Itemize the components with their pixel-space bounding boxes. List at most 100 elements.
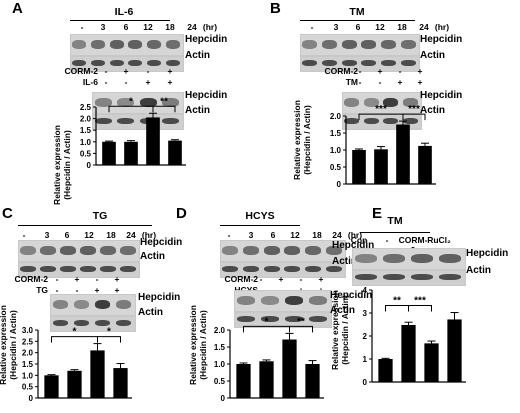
panel-D-time-unit: (hr) [347,230,363,240]
panel-C-bar [113,368,128,398]
panel-C-y-tick-label: 0.5 [22,383,34,392]
panel-B-bar [374,149,388,184]
panel-C-treatment-sign: + [74,274,80,284]
panel-C-blot-2-band [120,265,136,273]
panel-C-significance-bracket [97,336,121,343]
panel-C-blot-3-band [73,299,90,309]
panel-A-blot-4-band [94,117,112,125]
panel-D-bar [259,361,274,398]
panel-C-y-tick-label: 3.0 [22,326,34,335]
panel-B-blot-2-band [361,59,377,67]
panel-B-label: B [270,0,281,17]
panel-A-blot-4-band [139,117,157,125]
panel-B-timepoint: 18 [397,22,407,32]
panel-A-blot-1-band [90,39,106,49]
panel-C-blot-1 [18,240,140,262]
panel-C-blot-1-band [120,245,136,255]
panel-B-blot-2-band [302,59,318,67]
panel-D-blot-3-band [236,295,256,305]
panel-C-blot-3-band [94,299,111,309]
panel-D-blot-1-band [325,245,342,255]
panel-C-y-tick-label: 1.0 [22,371,34,380]
panel-E-lane-label: - [385,235,389,245]
panel-C-blot-3-band [115,299,132,309]
panel-D-blot-2-band [243,265,259,273]
panel-A-blot-1 [70,34,184,56]
panel-B-bar [396,124,410,184]
panel-A-treatment-name: CORM-2 [64,66,98,76]
panel-E-blot-1 [352,248,466,270]
panel-B-bar [418,145,432,184]
panel-E-blot-label-hepcidin: Hepcidin [466,248,509,259]
panel-B-blot-1-band [361,39,377,49]
panel-C-blot-1-band [40,245,56,255]
panel-A-blot-3-band [117,97,135,107]
panel-E-blot-2-band [411,273,433,281]
panel-A-y-axis-title: Relative expression(Hepcidin / Actin) [52,125,72,205]
panel-D-blot-1-band [243,245,259,255]
panel-E-blot-1-band [439,253,461,263]
panel-E-title: TM [387,215,403,227]
panel-E-y-tick-label: 0 [363,378,368,387]
panel-D-blot-label-actin-2: Actin [330,305,355,316]
panel-D-treatment-sign: + [278,274,284,284]
panel-E-bar [447,319,462,382]
panel-D-blot-2-band [305,265,321,273]
panel-C-treatment-sign: - [55,274,59,284]
panel-C-title: TG [92,210,108,222]
panel-D-y-tick-label: 0 [221,394,226,403]
panel-D-blot-1-band [263,245,280,255]
panel-C-timepoint: 24 [126,230,136,240]
panel-B-treatment-sign: + [417,66,423,76]
panel-B-blot-4-band [363,117,379,125]
panel-A-treatment-name: IL-6 [82,77,98,87]
panel-D-title: HCYS [245,210,275,222]
panel-A-treatment-sign: - [104,77,108,87]
panel-C-blot-1-band [80,245,96,255]
panel-D-blot-3-band [260,295,280,305]
panel-E-blot-2-band [439,273,461,281]
panel-D-timepoint: 3 [248,230,254,240]
panel-C-blot-4-band [52,319,69,327]
panel-C-blot-1-band [20,245,36,255]
panel-B-y-tick-label: 1.5 [330,129,342,138]
panel-B-blot-label-actin-2: Actin [420,105,445,116]
panel-A-blot-3-band [162,97,180,107]
panel-A-blot-2-band [146,59,162,67]
panel-D-blot-2-band [325,265,342,273]
panel-C-y-tick-label: 1.5 [22,360,34,369]
panel-D-title-rule [220,225,300,226]
panel-C-timepoint: 3 [44,230,50,240]
panel-B-y-tick-label: 2.0 [330,112,342,121]
panel-C-treatment-sign: + [114,285,120,295]
panel-A-time-unit: (hr) [202,22,218,32]
panel-B-treatment-sign: - [378,77,382,87]
panel-D-blot-3-band [284,295,304,305]
panel-A-blot-4-band [162,117,180,125]
panel-E-blot-1-band [383,253,405,263]
panel-D-bar [305,364,320,398]
panel-E-bar [424,343,439,382]
panel-D-treatment-sign: + [318,274,324,284]
panel-A-blot-1-band [165,39,180,49]
panel-A-blot-label-hepcidin-2: Hepcidin [185,90,228,101]
panel-D-blot-4-band [236,315,256,323]
panel-E-bar [401,324,416,382]
panel-B-blot-3-band [344,97,360,107]
panel-A-bar [124,141,138,165]
panel-D-blot-4-band [260,315,280,323]
panel-B-y-tick-label: 0.5 [330,163,342,172]
panel-A-y-tick-label: 1.5 [80,126,92,135]
panel-D-y-tick-label: 2.0 [214,326,226,335]
panel-D-timepoint: 6 [270,230,276,240]
panel-C-y-tick-label: 2.5 [22,337,34,346]
panel-D-timepoint: 24 [332,230,342,240]
panel-C-treatment-sign: + [114,274,120,284]
panel-D-timepoint: 18 [312,230,322,240]
panel-B-timepoint: 3 [333,22,339,32]
panel-A-title: IL-6 [114,6,134,18]
panel-C-treatment-sign: - [55,285,59,295]
panel-D-blot-label-actin: Actin [332,256,357,267]
panel-C-timepoint: 6 [64,230,70,240]
panel-C-blot-label-actin-2: Actin [138,307,163,318]
